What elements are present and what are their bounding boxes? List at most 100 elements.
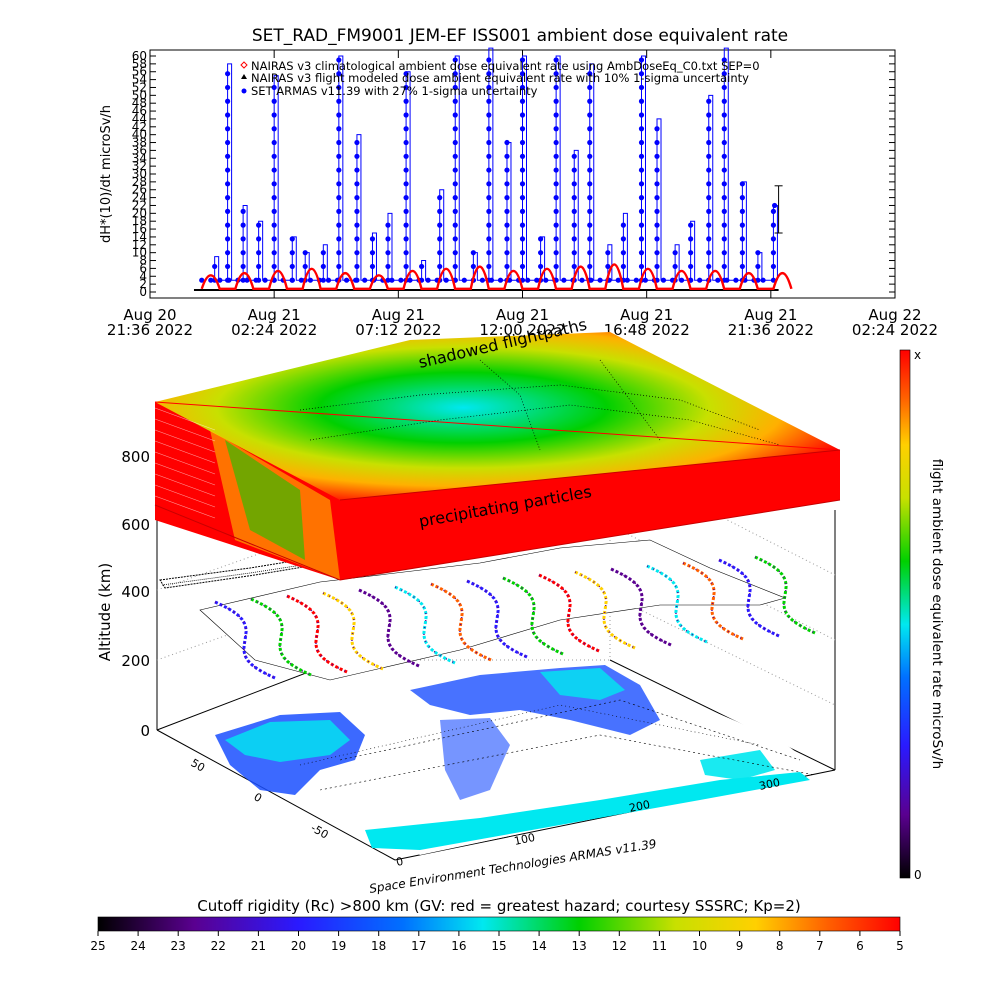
- armas-point: [452, 263, 458, 270]
- armas-point: [654, 222, 660, 228]
- armas-point: [638, 126, 645, 132]
- armas-point: [587, 167, 593, 173]
- top-chart-title: SET_RAD_FM9001 JEM-EF ISS001 ambient dos…: [252, 26, 788, 46]
- armas-point: [587, 112, 593, 118]
- armas-point: [225, 126, 231, 132]
- armas-point: [706, 112, 712, 118]
- armas-point: [553, 57, 559, 63]
- armas-point: [225, 139, 231, 146]
- y-tick-label: 42: [132, 120, 147, 134]
- armas-baseline-point: [461, 277, 467, 283]
- armas-point: [519, 71, 526, 77]
- armas-point: [336, 98, 342, 104]
- top-y-axis-label: dH*(10)/dt microSv/h: [99, 105, 114, 243]
- armas-point: [504, 153, 510, 159]
- armas-point: [638, 222, 645, 228]
- armas-point: [770, 236, 777, 242]
- armas-point: [486, 112, 492, 118]
- armas-point: [354, 139, 360, 146]
- armas-point: [240, 250, 246, 256]
- right-colorbar-bottom-label: 0: [914, 868, 922, 882]
- armas-point: [302, 250, 308, 256]
- armas-baseline-point: [199, 277, 205, 283]
- armas-baseline-point: [398, 277, 404, 283]
- armas-point: [470, 263, 476, 270]
- armas-point: [336, 84, 342, 91]
- armas-point: [587, 153, 593, 159]
- armas-point: [403, 181, 409, 187]
- armas-point: [452, 236, 458, 242]
- armas-point: [336, 167, 342, 173]
- armas-point: [571, 181, 577, 187]
- armas-point: [538, 236, 544, 242]
- armas-point: [504, 167, 510, 173]
- armas-point: [654, 250, 660, 256]
- armas-point: [452, 84, 458, 91]
- armas-point: [271, 236, 277, 242]
- armas-point: [654, 195, 660, 201]
- y-tick-label: 44: [132, 112, 147, 126]
- armas-point: [638, 112, 645, 118]
- armas-point: [486, 84, 492, 91]
- lat-tick-50: 50: [189, 756, 208, 774]
- armas-point: [553, 208, 559, 214]
- landmass-africa: [440, 718, 510, 800]
- world-map-floor: [200, 665, 820, 855]
- armas-point: [225, 84, 231, 91]
- armas-point: [706, 208, 712, 214]
- right-colorbar-top-label: x: [914, 348, 921, 362]
- top-y-ticks: 0246810121416182022242628303234363840424…: [132, 49, 895, 299]
- armas-point: [587, 263, 593, 270]
- flight-track-dots: [754, 556, 816, 634]
- armas-point: [271, 195, 277, 201]
- armas-point: [553, 195, 559, 201]
- armas-point: [553, 250, 559, 256]
- armas-point: [519, 181, 526, 187]
- lon-tick-100: 100: [513, 831, 536, 848]
- armas-point: [403, 153, 409, 159]
- armas-point: [452, 57, 458, 63]
- armas-point: [706, 139, 712, 146]
- armas-point: [654, 139, 660, 146]
- armas-baseline-point: [262, 277, 268, 283]
- lat-tick-0: 0: [252, 790, 265, 805]
- armas-point: [354, 250, 360, 256]
- bottom-colorbar-tick-label: 11: [652, 939, 667, 953]
- y-tick-label: 40: [132, 128, 147, 142]
- slab-stripe: [154, 418, 216, 442]
- bottom-colorbar-tick-label: 23: [171, 939, 186, 953]
- z-tick-0: 0: [140, 722, 150, 740]
- armas-point: [336, 126, 342, 132]
- armas-point: [553, 98, 559, 104]
- armas-point: [486, 71, 492, 77]
- armas-point: [553, 222, 559, 228]
- armas-point: [638, 263, 645, 270]
- armas-point: [225, 263, 231, 270]
- bottom-colorbar-tick-label: 17: [411, 939, 426, 953]
- armas-point: [721, 222, 727, 228]
- armas-point: [452, 139, 458, 146]
- slab-stripe: [154, 484, 216, 508]
- armas-point: [654, 153, 660, 159]
- armas-point: [403, 208, 409, 214]
- armas-point: [688, 236, 694, 242]
- armas-baseline-point: [543, 277, 549, 283]
- armas-point: [354, 222, 360, 228]
- armas-point: [638, 84, 645, 91]
- armas-point: [553, 263, 559, 270]
- armas-point: [587, 126, 593, 132]
- y-tick-label: 56: [132, 65, 147, 79]
- armas-point: [336, 139, 342, 146]
- armas-point: [706, 181, 712, 187]
- y-tick-label: 16: [132, 222, 147, 236]
- armas-point: [336, 71, 342, 77]
- armas-baseline-point: [624, 277, 630, 283]
- armas-point: [755, 263, 761, 270]
- armas-point: [620, 236, 626, 242]
- x-tick-label-date: Aug 21: [372, 306, 425, 324]
- armas-point: [437, 222, 443, 228]
- armas-point: [706, 153, 712, 159]
- armas-point: [225, 112, 231, 118]
- y-tick-label: 14: [132, 230, 147, 244]
